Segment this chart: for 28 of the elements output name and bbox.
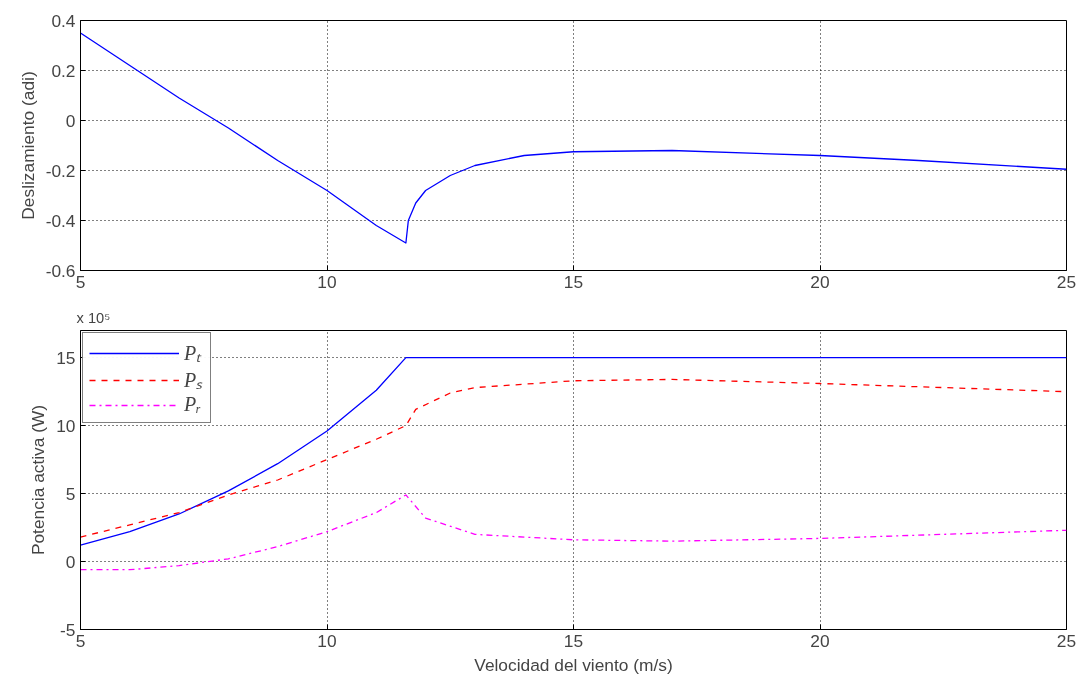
y-tick-label: 15 — [56, 347, 76, 368]
x-tick-label: 20 — [810, 630, 830, 651]
x-axis-title: Velocidad del viento (m/s) — [474, 654, 673, 675]
legend-label: Pₜ — [184, 341, 203, 366]
y-tick-label: 0.2 — [51, 60, 76, 81]
legend-label: Pₛ — [184, 368, 204, 393]
line-series — [80, 494, 1067, 571]
y-tick-label: 10 — [56, 415, 76, 436]
y-axis-title: Potencia activa (W) — [28, 404, 49, 556]
y-tick-label: 0.4 — [51, 10, 76, 31]
y-tick-label: 0 — [65, 110, 76, 131]
x-tick-label: 25 — [1056, 630, 1077, 651]
y-tick-label: -5 — [60, 619, 76, 640]
y-tick-label: -0.4 — [45, 210, 76, 231]
x-tick-label: 15 — [563, 271, 584, 292]
x-tick-label: 15 — [563, 630, 584, 651]
x-tick-label: 10 — [317, 630, 337, 651]
text: x 10⁵ — [76, 309, 111, 326]
legend-label: Pᵣ — [184, 393, 203, 416]
y-tick-label: -0.6 — [45, 260, 76, 281]
x-tick-label: 25 — [1056, 271, 1077, 292]
y-axis-title: Deslizamiento (adi) — [17, 71, 38, 220]
x-tick-label: 10 — [317, 271, 337, 292]
y-tick-label: 0 — [65, 551, 76, 572]
x-tick-label: 20 — [810, 271, 830, 292]
y-tick-label: 5 — [65, 483, 76, 504]
y-tick-label: -0.2 — [45, 160, 76, 181]
line-series — [80, 32, 1067, 244]
